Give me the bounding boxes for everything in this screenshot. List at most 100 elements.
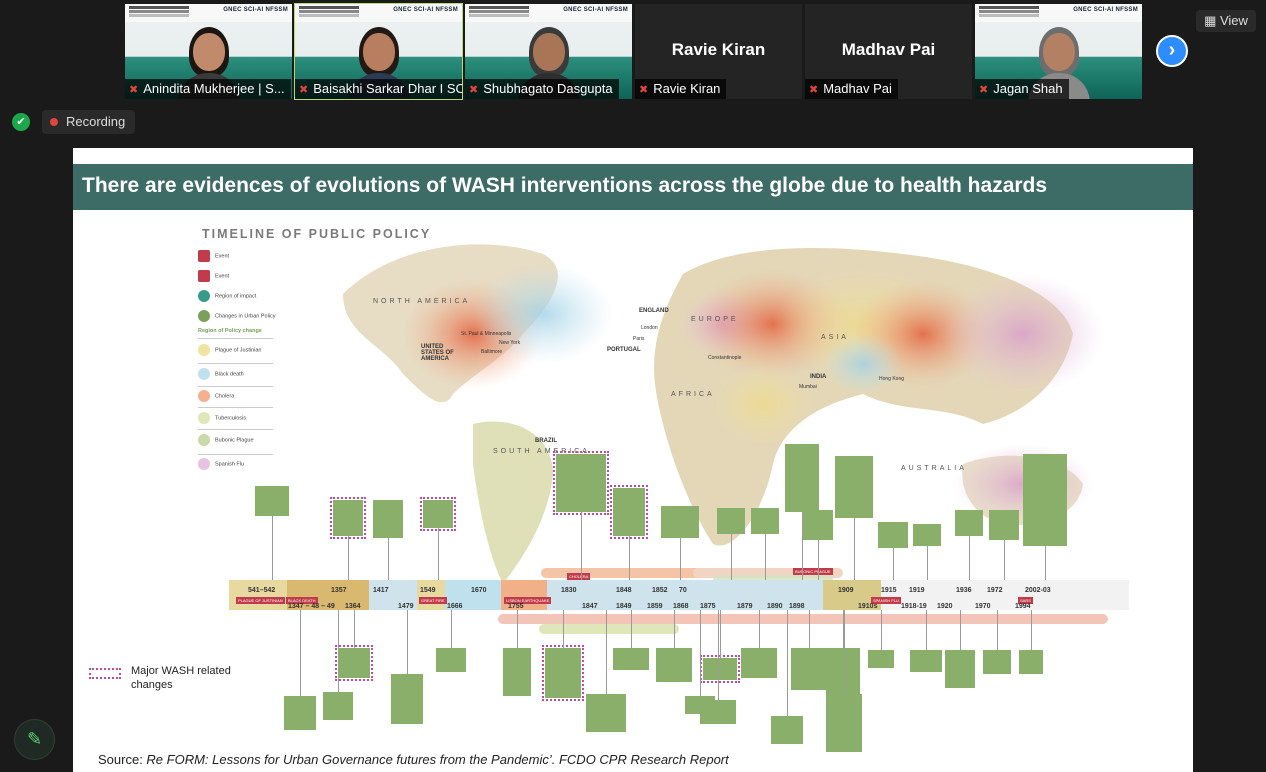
legend-plague: Spanish Flu: [198, 458, 244, 470]
policy-change-box: [785, 444, 819, 512]
country-label: ENGLAND: [639, 308, 669, 314]
timeline-connector: [960, 610, 961, 650]
city-label: New York: [499, 340, 521, 346]
year-label: 1830: [561, 587, 577, 594]
disease-band: [498, 614, 1108, 624]
mic-muted-icon: ✖: [129, 84, 139, 96]
event-label: SPANISH FLU: [871, 597, 901, 604]
view-button[interactable]: ▦ View: [1196, 10, 1256, 32]
policy-change-box: [741, 648, 777, 678]
swatch-icon: [198, 344, 210, 356]
timeline-connector: [854, 518, 855, 580]
country-label: INDIA: [810, 374, 827, 380]
timeline-title: TIMELINE OF PUBLIC POLICY: [202, 227, 432, 241]
timeline-connector: [300, 610, 301, 696]
policy-change-box: [803, 510, 833, 540]
grid-icon: ▦: [1204, 13, 1217, 28]
timeline-connector: [606, 610, 607, 694]
policy-change-box: [826, 648, 860, 702]
participant-tile[interactable]: GNEC SCI-AI NFSSM ✖ Shubhagato Dasgupta: [465, 4, 632, 99]
tile-logos: GNEC SCI-AI NFSSM: [563, 7, 628, 13]
wash-legend-text: Major WASH related changes: [131, 665, 231, 691]
participant-tile[interactable]: GNEC SCI-AI NFSSM ✖ Jagan Shah: [975, 4, 1142, 99]
source-citation: Source: Re FORM: Lessons for Urban Gover…: [98, 752, 729, 767]
timeline-connector: [809, 610, 810, 648]
year-label: 1357: [331, 587, 347, 594]
wash-change-box: [335, 645, 373, 681]
policy-icon: [198, 310, 210, 322]
legend-plague: Bubonic Plague: [198, 434, 254, 446]
participant-name: ✖ Ravie Kiran: [635, 79, 727, 99]
security-shield-icon[interactable]: ✔: [12, 113, 30, 131]
event-icon: [198, 270, 210, 282]
country-label: UNITED STATES OF AMERICA: [421, 344, 454, 362]
year-label: 1479: [398, 603, 414, 610]
year-label: 1972: [987, 587, 1003, 594]
participant-tile[interactable]: Madhav Pai ✖ Madhav Pai: [805, 4, 972, 99]
event-icon: [198, 250, 210, 262]
swatch-icon: [198, 434, 210, 446]
annotate-pencil-button[interactable]: ✎: [14, 719, 55, 760]
policy-change-box: [656, 648, 692, 682]
country-label: PORTUGAL: [607, 347, 641, 353]
timeline-connector: [388, 538, 389, 580]
city-label: Mumbai: [799, 384, 817, 390]
year-label: 1918-19: [901, 603, 927, 610]
legend-plague: Tuberculosis: [198, 412, 246, 424]
legend-event: Event: [198, 270, 229, 282]
year-label: 1868: [673, 603, 689, 610]
swatch-icon: [198, 390, 210, 402]
disease-band: [693, 568, 843, 578]
policy-change-box: [835, 456, 873, 518]
mic-muted-icon: ✖: [979, 84, 989, 96]
region-label: SOUTH AMERICA: [493, 448, 590, 455]
participant-name: ✖ Shubhagato Dasgupta: [465, 79, 619, 99]
legend-plague: Black death: [198, 368, 244, 380]
year-label: 1666: [447, 603, 463, 610]
participant-tile[interactable]: Ravie Kiran ✖ Ravie Kiran: [635, 4, 802, 99]
policy-change-box: [373, 500, 403, 538]
timeline-connector: [354, 610, 355, 648]
timeline-connector: [272, 516, 273, 580]
wash-change-box: [420, 497, 456, 531]
policy-change-box: [826, 694, 862, 752]
timeline-connector: [844, 610, 845, 694]
policy-change-box: [661, 506, 699, 538]
policy-change-box: [284, 696, 316, 730]
policy-change-box: [1019, 650, 1043, 674]
year-label: 1909: [838, 587, 854, 594]
timeline-connector: [438, 528, 439, 580]
view-label: View: [1219, 13, 1248, 28]
timeline-connector: [802, 512, 803, 580]
participant-tile[interactable]: GNEC SCI-AI NFSSM ✖ Baisakhi Sarkar Dhar I…: [294, 3, 463, 100]
participant-display-name: Madhav Pai: [841, 40, 936, 59]
year-label: 1875: [700, 603, 716, 610]
policy-change-box: [436, 648, 466, 672]
year-label: 1915: [881, 587, 897, 594]
year-label: 1970: [975, 603, 991, 610]
participant-tile[interactable]: GNEC SCI-AI NFSSM ✖ Anindita Mukherjee | S…: [125, 4, 292, 99]
city-label: Constantinople: [708, 355, 742, 361]
recording-indicator[interactable]: Recording: [42, 110, 136, 134]
year-label: 1670: [471, 587, 487, 594]
year-label: 1848: [616, 587, 632, 594]
swatch-icon: [198, 412, 210, 424]
disease-band: [539, 624, 679, 634]
policy-change-box: [751, 508, 779, 534]
participant-display-name: Ravie Kiran: [671, 40, 766, 59]
mic-muted-icon: ✖: [809, 84, 819, 96]
region-label: ASIA: [821, 334, 849, 341]
next-page-button[interactable]: ›: [1156, 35, 1188, 67]
year-label: 1549: [420, 587, 436, 594]
pencil-icon: ✎: [26, 729, 43, 749]
timeline-connector: [881, 610, 882, 650]
year-label: 1936: [956, 587, 972, 594]
policy-change-box: [503, 648, 531, 696]
swatch-icon: [198, 368, 210, 380]
timeline-connector: [680, 538, 681, 580]
year-label: 1890: [767, 603, 783, 610]
mic-muted-icon: ✖: [639, 84, 649, 96]
policy-change-box: [868, 650, 894, 668]
legend-region: Region of impact: [198, 290, 256, 302]
policy-change-box: [700, 700, 736, 724]
